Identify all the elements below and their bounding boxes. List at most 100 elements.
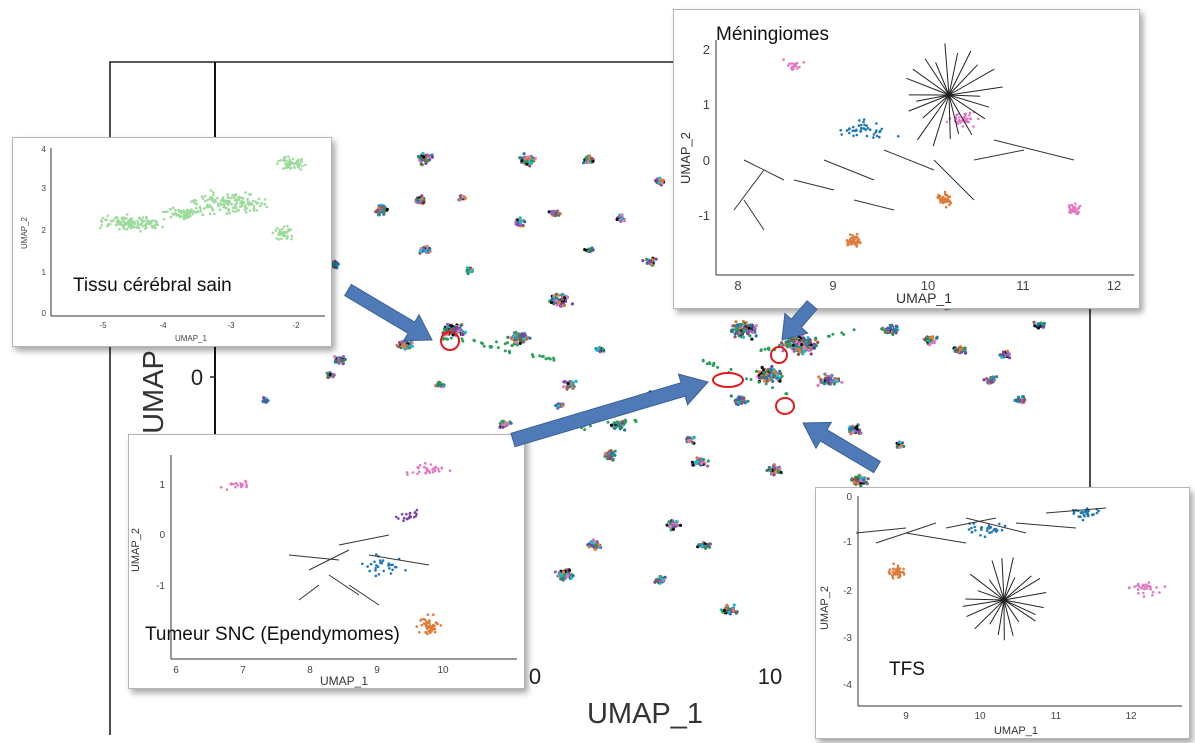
main-scatter-point [697, 543, 701, 547]
highlight-circle [770, 346, 788, 364]
inset-scatter-point [125, 227, 129, 231]
inset-scatter-point [118, 227, 121, 231]
main-scatter-point [622, 219, 627, 223]
main-scatter-point [402, 342, 406, 346]
inset-scatter-point [998, 522, 1001, 526]
inset-scatter-point [433, 627, 437, 631]
inset-scatter-point [243, 208, 247, 212]
main-scatter-point [935, 336, 939, 340]
label-leader-line [912, 68, 950, 96]
main-scatter-point [594, 544, 598, 548]
inset-scatter-point [276, 162, 279, 166]
inset-scatter-point [377, 573, 381, 576]
inset-scatter-point [373, 560, 376, 564]
label-leader-line [948, 86, 1003, 96]
inset-scatter-point [126, 223, 130, 226]
main-scatter-point [928, 343, 932, 347]
label-leader-line [993, 139, 1075, 161]
inset-y-tick-label: -1 [843, 537, 852, 548]
inset-scatter-point [232, 482, 235, 486]
main-scatter-point [325, 371, 329, 375]
main-scatter-point [840, 380, 844, 384]
main-scatter-point [1017, 395, 1021, 399]
inset-scatter-point [248, 203, 251, 207]
inset-scatter-point [856, 236, 859, 239]
label-leader-line [948, 94, 951, 140]
inset-scatter-point [101, 216, 105, 220]
inset-scatter-point [1145, 587, 1149, 590]
inset-scatter-point [994, 530, 998, 533]
inset-scatter-point [970, 530, 974, 534]
inset-scatter-point [440, 467, 444, 470]
main-scatter-point [333, 355, 337, 359]
main-scatter-point [866, 477, 870, 481]
label-leader-line [948, 94, 981, 97]
inset-scatter-point [855, 232, 859, 236]
main-scatter-point [609, 423, 614, 427]
inset-scatter-point [293, 166, 296, 169]
inset-x-tick-label: 9 [903, 711, 909, 722]
main-scatter-point [1007, 356, 1012, 360]
main-scatter-point [422, 245, 426, 249]
main-scatter-point [620, 213, 624, 217]
inset-scatter-point [1143, 587, 1146, 591]
inset-scatter-point [973, 525, 976, 529]
main-scatter-point [523, 160, 527, 164]
inset-scatter-point [413, 515, 416, 519]
label-leader-line [793, 179, 835, 191]
main-scatter-point [746, 399, 750, 403]
main-scatter-point [481, 342, 485, 345]
inset-scatter-point [1082, 513, 1086, 517]
main-scatter-point [607, 456, 611, 461]
main-scatter-point [770, 364, 774, 369]
inset-scatter-point [880, 127, 884, 131]
inset-scatter-point [234, 482, 238, 485]
main-scatter-point [559, 427, 563, 431]
inset-scatter-point [185, 215, 189, 218]
inset-scatter-point [123, 227, 126, 231]
inset-scatter-point [289, 162, 293, 165]
inset-scatter-point [448, 469, 452, 472]
inset-scatter-point [866, 126, 870, 130]
main-scatter-point [678, 523, 683, 528]
inset-scatter-point [227, 203, 230, 206]
inset-scatter-point [113, 216, 117, 220]
inset-scatter-point [890, 573, 894, 577]
inset-meningiomas: 8 9 10 11 12 2 1 0 -1 UMAP_1 UMAP_2 Méningiomes [673, 9, 1140, 309]
inset-scatter-point [439, 624, 443, 627]
main-scatter-point [802, 337, 806, 341]
main-scatter-point [743, 321, 747, 326]
main-scatter-point [734, 328, 738, 332]
inset-scatter-point [787, 64, 790, 67]
inset-scatter-point [897, 569, 900, 573]
inset-scatter-point [201, 213, 204, 216]
label-leader-line [1003, 577, 1016, 601]
inset-scatter-point [136, 221, 140, 225]
inset-x-axis-label: UMAP_1 [320, 674, 368, 688]
inset-scatter-point [263, 198, 267, 201]
main-scatter-point [515, 340, 519, 345]
main-scatter-point [410, 344, 414, 348]
inset-caption: Méningiomes [716, 24, 829, 45]
main-scatter-point [791, 343, 796, 347]
main-scatter-point [530, 353, 534, 357]
inset-scatter-point [1076, 212, 1079, 215]
inset-scatter-point [226, 193, 229, 196]
main-scatter-point [799, 345, 803, 349]
main-y-axis-label: UMAP [138, 350, 170, 434]
inset-x-tick-label: 10 [437, 665, 449, 676]
inset-scatter-point [209, 189, 213, 192]
inset-scatter-point [378, 559, 382, 562]
inset-scatter-point [166, 210, 169, 214]
inset-scatter-point [420, 623, 424, 627]
main-scatter-point [339, 358, 343, 362]
inset-scatter-point [402, 516, 406, 520]
main-scatter-point [590, 246, 594, 250]
main-scatter-point [741, 335, 746, 339]
main-scatter-point [963, 346, 967, 350]
main-scatter-point [341, 355, 346, 359]
inset-scatter-point [976, 117, 980, 121]
main-scatter-point [734, 320, 738, 324]
inset-scatter-point [263, 202, 267, 206]
inset-scatter-points [733, 43, 1082, 248]
